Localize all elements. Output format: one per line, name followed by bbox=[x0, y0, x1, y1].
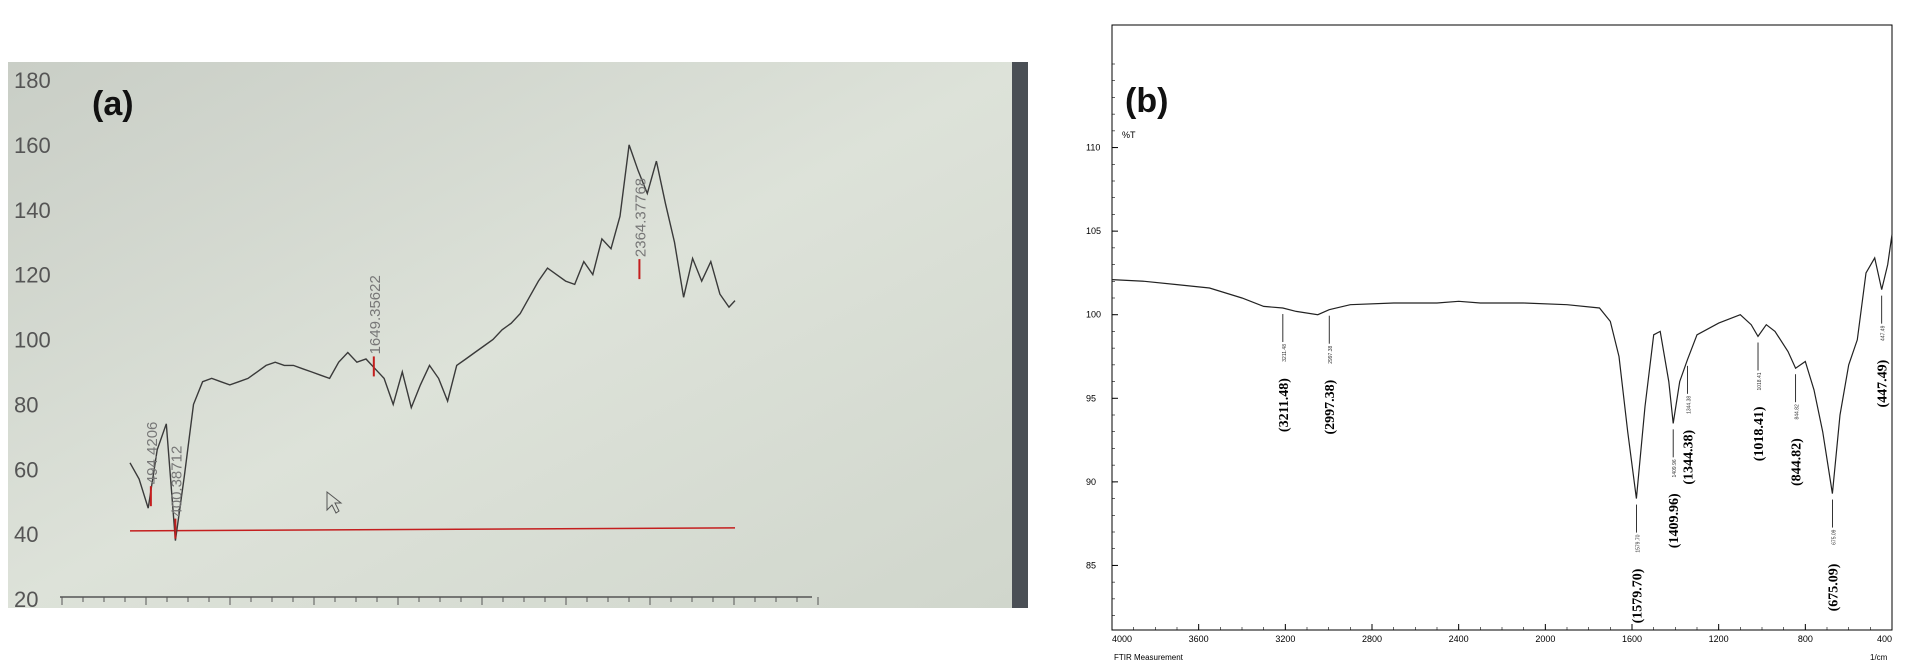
x-ticks: 4000 3600 3200 2800 2400 2000 1600 1200 800 400 bbox=[1111, 624, 1893, 644]
y-tick-label: 110 bbox=[1086, 143, 1100, 153]
mouse-cursor-icon bbox=[326, 490, 343, 514]
chart-a-svg: 20 40 60 80 100 120 140 160 180 494.4206 400.3871… bbox=[8, 62, 1028, 612]
peak-small-label: 2997.38 bbox=[1328, 345, 1334, 363]
peak-small-label: 675.09 bbox=[1831, 529, 1837, 545]
panel-b: 85 90 95 100 105 110 4000 3600 3200 2800 2400 2000… bbox=[1060, 0, 1907, 667]
y-tick-label: 140 bbox=[14, 198, 51, 223]
y-tick-label: 60 bbox=[14, 457, 38, 482]
peak-label: (2997.38) bbox=[1323, 379, 1338, 434]
y-tick-label: 90 bbox=[1086, 477, 1096, 487]
panel-label-b: (b) bbox=[1125, 82, 1168, 120]
y-tick-label: 120 bbox=[14, 263, 51, 288]
x-tick-label: 400 bbox=[1877, 634, 1892, 644]
peak-label: 1649.35622 bbox=[367, 275, 384, 354]
peak-label: (1409.96) bbox=[1667, 493, 1682, 548]
peak-label: (675.09) bbox=[1826, 563, 1841, 611]
peak-label: (844.82) bbox=[1790, 438, 1805, 486]
spectrum-trace bbox=[129, 144, 736, 541]
footer-label: FTIR Measurement bbox=[1114, 653, 1184, 662]
panel-a: 20 40 60 80 100 120 140 160 180 494.4206 400.3871… bbox=[8, 62, 1028, 612]
peak-label: (1344.38) bbox=[1681, 430, 1696, 485]
peak-label: (3211.48) bbox=[1277, 378, 1292, 432]
baseline-line bbox=[129, 527, 736, 532]
x-tick-label: 2000 bbox=[1535, 634, 1555, 644]
x-tick-label: 1600 bbox=[1622, 634, 1642, 644]
y-tick-label: 40 bbox=[14, 522, 38, 547]
y-axis-label: %T bbox=[1122, 130, 1136, 140]
plot-frame bbox=[1111, 24, 1893, 631]
peak-small-label: 3211.48 bbox=[1282, 344, 1288, 362]
peak-small-label: 844.82 bbox=[1795, 404, 1801, 420]
peak-label: 400.38712 bbox=[168, 446, 185, 517]
peak-small-label: 1018.41 bbox=[1757, 372, 1763, 390]
photo-background bbox=[8, 62, 1028, 608]
peak-label: 2364.37768 bbox=[632, 178, 649, 257]
y-tick-label: 20 bbox=[14, 587, 38, 612]
y-tick-label: 180 bbox=[14, 68, 51, 93]
chart-b-svg: 85 90 95 100 105 110 4000 3600 3200 2800 2400 2000… bbox=[1086, 24, 1893, 662]
y-ticks: 85 90 95 100 105 110 bbox=[1086, 63, 1118, 616]
panel-label-a: (a) bbox=[92, 85, 134, 123]
y-tick-label: 85 bbox=[1086, 560, 1096, 570]
peak-label: (447.49) bbox=[1876, 359, 1891, 407]
y-tick-label: 100 bbox=[14, 328, 51, 353]
x-axis-label: 1/cm bbox=[1870, 653, 1888, 662]
peak-label: (1018.41) bbox=[1752, 406, 1767, 461]
peak-small-label: 1409.96 bbox=[1672, 459, 1678, 477]
x-tick-label: 3600 bbox=[1189, 634, 1209, 644]
y-tick-label: 100 bbox=[1086, 310, 1101, 320]
y-tick-label: 105 bbox=[1086, 226, 1101, 236]
peak-small-label: 1579.70 bbox=[1635, 534, 1641, 552]
x-tick-label: 2400 bbox=[1449, 634, 1469, 644]
peak-label: (1579.70) bbox=[1630, 568, 1645, 623]
peak-markers: 494.4206 400.38712 1649.35622 2364.37768 bbox=[144, 178, 649, 539]
x-tick-label: 3200 bbox=[1275, 634, 1295, 644]
peak-small-label: 1344.38 bbox=[1686, 396, 1692, 414]
x-tick-label: 4000 bbox=[1112, 634, 1132, 644]
peak-label: 494.4206 bbox=[144, 422, 161, 485]
x-tick-label: 1200 bbox=[1709, 634, 1729, 644]
x-ticks bbox=[61, 597, 819, 605]
y-tick-label: 95 bbox=[1086, 393, 1096, 403]
ftir-trace bbox=[1111, 234, 1893, 499]
peak-labels: 3211.48 (3211.48) 2997.38 (2997.38) 1579.70 (… bbox=[1277, 295, 1891, 623]
screen-bezel bbox=[1012, 62, 1028, 608]
y-tick-label: 80 bbox=[14, 392, 38, 417]
y-tick-labels: 20 40 60 80 100 120 140 160 180 bbox=[14, 68, 51, 612]
x-tick-label: 800 bbox=[1798, 634, 1813, 644]
peak-small-label: 447.49 bbox=[1881, 325, 1887, 341]
x-tick-label: 2800 bbox=[1362, 634, 1382, 644]
y-tick-label: 160 bbox=[14, 133, 51, 158]
